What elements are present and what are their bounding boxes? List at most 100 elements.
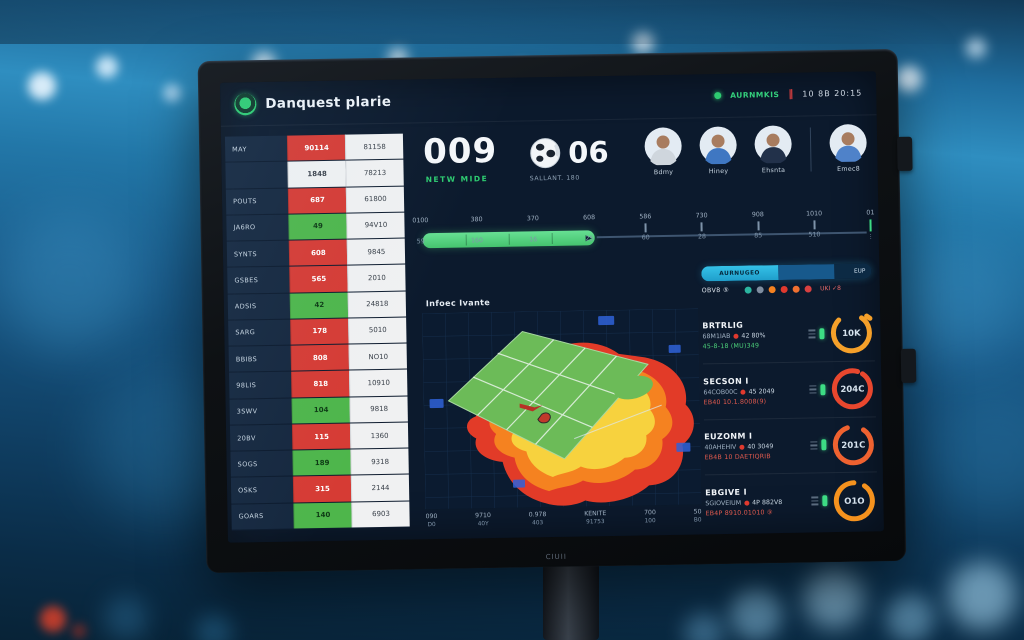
- player-marker: [519, 403, 543, 412]
- stat-block[interactable]: BRTRLIG 68M1IAB 42 80% 45-8-18 (MU)349 10…: [702, 305, 875, 363]
- monitor: Danquest plarie AURNMKIS ‖ 10 8B 20:15 M…: [197, 48, 917, 574]
- stat-detail: EB4P 8910.01010 ⑨: [705, 509, 773, 518]
- player-name: Hiney: [708, 167, 729, 176]
- stat-block[interactable]: EBGIVE I SGIOVEIUM 4P 882V8 EB4P 8910.010…: [704, 471, 878, 531]
- player-avatar[interactable]: Emec8: [827, 123, 870, 173]
- dots-row: OBV8 ⑤ UKI ✓8: [702, 284, 872, 294]
- heatmap-axis-label: 50 B0: [693, 508, 702, 524]
- pill-segment-right[interactable]: EUP: [833, 263, 872, 280]
- row-value: NO10: [348, 343, 407, 370]
- heatmap-axis: 090 D0 9710 40Y 0.978 403 KENITE 91753 7…: [426, 508, 702, 528]
- stats-table: MAY 90114 81158 1848 78213 POUTS 687 618…: [224, 133, 410, 531]
- alert-dot-icon: [739, 445, 745, 451]
- table-row[interactable]: 98LIS 818 10910: [229, 369, 408, 400]
- stadium-light: [896, 66, 922, 92]
- stat-subtitle: 68M1IAB 42 80%: [702, 332, 766, 341]
- battery-icon: [821, 439, 827, 451]
- stat-title: EUZONM I: [704, 431, 753, 442]
- battery-icon: [822, 495, 828, 507]
- table-row[interactable]: GSBES 565 2010: [227, 264, 406, 295]
- row-label: MAY: [224, 135, 288, 162]
- row-label: POUTS: [225, 188, 289, 215]
- player-avatar[interactable]: Hiney: [697, 126, 740, 176]
- timeline-tick: 730 28: [695, 212, 708, 241]
- menu-icon: [810, 441, 818, 450]
- alert-dot-icon: [740, 389, 746, 395]
- stat-block[interactable]: SECSON I 64COB00C 45 2049 EB40 10.1.8008(…: [702, 360, 876, 419]
- gauge-ring: 204C: [831, 368, 873, 410]
- table-row[interactable]: OSKS 315 2144: [230, 474, 410, 505]
- crowd-bokeh: [886, 594, 934, 640]
- match-clock: 10 8B 20:15: [802, 88, 863, 99]
- table-row[interactable]: POUTS 687 61800: [225, 186, 405, 216]
- table-row[interactable]: 20BV 115 1360: [229, 422, 409, 452]
- pill-segment-left[interactable]: AURNUGEO: [701, 265, 778, 282]
- table-row[interactable]: JA6RO 49 94V10: [226, 212, 405, 242]
- pill-caption: OBV8 ⑤: [701, 286, 730, 295]
- ceiling-beam: [0, 0, 1024, 44]
- heatmap-title: Infoec Ivante: [425, 298, 491, 309]
- header-status: AURNMKIS ‖ 10 8B 20:15: [714, 88, 862, 102]
- avatar-icon: [829, 124, 867, 163]
- field-heatmap: [422, 308, 702, 510]
- stat-block[interactable]: EUZONM I 40AHEHIV 40 3049 EB4B 10 DAETIQR…: [703, 415, 877, 475]
- metric-dot: [769, 286, 777, 294]
- player-name: Bdmy: [653, 168, 674, 177]
- gauge-value: 204C: [840, 385, 864, 395]
- row-chip: 140: [293, 502, 352, 529]
- match-timeline: ▶ 0100 59 380 160 370 16 608 25 586 60 7…: [412, 209, 874, 269]
- stadium-light: [96, 56, 118, 78]
- player-avatar[interactable]: Bdmy: [642, 127, 685, 177]
- timeline-tick: 586 60: [639, 213, 652, 242]
- stat-subtitle: 40AHEHIV 40 3049: [704, 443, 774, 452]
- player-avatar[interactable]: Ehsnta: [752, 125, 795, 175]
- heatmap-axis-label: 090 D0: [425, 513, 438, 529]
- heatmap-axis-label: 0.978 403: [528, 511, 547, 527]
- metric-dots: [745, 285, 813, 294]
- bezel-brand-label: CIUII: [545, 552, 567, 562]
- avatar-icon: [754, 125, 792, 164]
- gauge-value: O1O: [844, 496, 865, 506]
- possession-pill[interactable]: AURNUGEO EUP: [701, 263, 872, 282]
- stadium-light: [163, 84, 181, 102]
- pill-segment-mid[interactable]: [777, 264, 835, 281]
- table-row[interactable]: SOGS 189 9318: [230, 448, 409, 479]
- heatmap-axis-label: 9710 40Y: [475, 512, 491, 528]
- pitch-field: [447, 330, 649, 460]
- table-row[interactable]: SYNTS 608 9845: [226, 238, 406, 268]
- crowd-bokeh: [804, 568, 864, 628]
- table-row[interactable]: 3SWV 104 9818: [229, 396, 408, 426]
- table-row[interactable]: 1848 78213: [225, 159, 404, 190]
- table-row[interactable]: BBIBS 808 NO10: [228, 343, 408, 374]
- timeline-progress-bar: ▶: [422, 230, 595, 249]
- blue-markers: [429, 315, 691, 488]
- row-label: 20BV: [229, 424, 293, 451]
- metric-dot: [805, 285, 813, 293]
- stat-detail: 45-8-18 (MU)349: [702, 342, 760, 351]
- row-label: OSKS: [230, 477, 294, 504]
- stat-title: BRTRLIG: [702, 320, 744, 331]
- heatmap-axis-label: 700 100: [644, 509, 656, 525]
- timeline-tick: 370 16: [526, 215, 539, 244]
- row-label: [225, 161, 288, 189]
- gauge-ring: 201C: [832, 424, 874, 466]
- player-marker: [537, 412, 551, 424]
- table-row[interactable]: ADSIS 42 24818: [227, 291, 407, 321]
- row-value: 10910: [349, 369, 408, 397]
- row-value: 9845: [346, 238, 406, 265]
- table-row[interactable]: MAY 90114 81158: [224, 133, 404, 163]
- table-row[interactable]: SARG 178 5010: [228, 317, 407, 347]
- goals-subtitle: SALLANT. 180: [529, 174, 580, 183]
- timeline-tick: 1010 510: [806, 210, 823, 239]
- crowd-bokeh: [730, 588, 782, 640]
- row-chip: 189: [292, 449, 351, 477]
- crowd-bokeh: [948, 562, 1016, 630]
- row-value: 78213: [345, 159, 404, 187]
- table-row[interactable]: GOARS 140 6903: [231, 501, 410, 531]
- stadium-glow: [930, 390, 1024, 520]
- score-strip: 009 NETW MIDE 06 SALLANT. 180: [417, 119, 872, 215]
- row-chip: 178: [290, 318, 349, 345]
- stats-panel: BRTRLIG 68M1IAB 42 80% 45-8-18 (MU)349 10…: [702, 305, 878, 531]
- timeline-tick: 0100 59: [412, 217, 429, 246]
